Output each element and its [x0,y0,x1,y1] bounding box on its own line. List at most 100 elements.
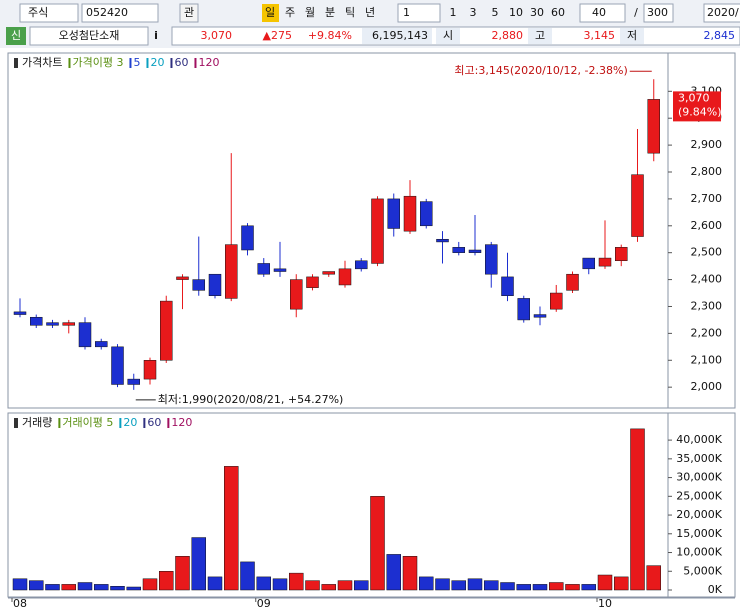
y-tick-label: 2,100 [691,353,723,366]
candle-body [62,322,75,326]
y-tick-label: 2,300 [691,299,723,312]
candle-body [143,360,157,380]
candle-body [127,378,140,385]
period[interactable]: 일 [265,5,275,19]
legend-marker [119,418,122,428]
volume-bar [614,576,629,591]
x-tick-label: 09 [257,597,271,610]
volume-bar [500,582,515,591]
volume-box [362,28,432,44]
period[interactable]: 월 [305,6,315,19]
legend-swatch [14,418,18,428]
high-label-box [528,28,552,44]
y-tick-label: 2,200 [691,326,723,339]
volume-bar [191,537,206,591]
interval[interactable]: 30 [530,6,544,19]
volume-bar [240,561,255,591]
volume-bar [159,571,174,591]
y-tick-label: 2,600 [691,219,723,232]
volume-bar [646,565,661,591]
candle-body [160,300,173,361]
candle-body [647,99,660,154]
legend-marker [143,418,146,428]
date-input[interactable] [703,3,740,23]
interval-select-value: 1 [403,6,410,19]
volume-bar [532,584,548,591]
y-tick-label: 10,000K [676,546,722,559]
volume-bar [451,580,466,591]
high-annotation: 최고:3,145(2020/10/12, -2.38%) [454,64,627,77]
y-tick-label: 2,400 [691,273,723,286]
volume-bar [94,584,109,591]
legend-marker [170,58,173,68]
count: 40 [592,6,606,19]
candle-body [257,263,270,275]
y-tick-label: 2,000 [691,380,723,393]
low-annotation: 최저:1,990(2020/08/21, +54.27%) [158,393,344,406]
period-active[interactable] [262,4,279,22]
volume-bar [549,582,564,591]
candle-body [273,268,287,272]
candle-body [436,238,449,243]
candle-body [208,273,222,296]
candle-body [46,322,59,326]
interval[interactable]: 10 [509,6,523,19]
candle-body [192,279,205,291]
candle-body [533,314,547,318]
x-tick-label: 10 [598,597,612,610]
y-tick-label: 2,900 [691,138,723,151]
candle-body [322,271,335,275]
volume-bar [354,580,369,591]
legend-title: 거래량 [22,416,52,429]
open: 2,880 [492,29,524,42]
interval-select[interactable] [397,3,441,23]
info-button[interactable]: i [154,29,158,42]
volume-bar [61,584,76,591]
volume-bar [402,556,418,591]
max-input[interactable] [643,3,674,23]
candle-body [371,198,384,264]
legend-marker [194,58,197,68]
legend-marker [167,418,170,428]
low-label-box [620,28,644,44]
interval[interactable]: 1 [450,6,457,19]
volume-bar [386,554,401,591]
name: 오성첨단소재 [59,29,120,42]
candle-body [501,276,514,296]
open-label-box [436,28,460,44]
market: 주식 [28,6,48,19]
candle-body [615,247,628,262]
period[interactable]: 년 [365,6,375,19]
button[interactable] [179,3,199,23]
legend-marker [68,58,71,68]
code-input[interactable] [81,3,159,23]
candle-body [13,311,27,315]
interval[interactable]: 3 [470,6,477,19]
name-box[interactable] [29,26,149,46]
count-input[interactable] [579,3,626,23]
volume-bar [419,576,434,591]
candle-body [290,279,303,310]
y-tick-label: 2,800 [691,165,723,178]
interval[interactable]: 5 [492,6,499,19]
period[interactable]: 분 [325,6,335,19]
volume-bar [29,580,44,591]
y-tick-label: 5,000K [683,564,722,577]
candle-body [387,198,400,229]
volume-bar [110,586,125,591]
market-select[interactable] [19,3,79,23]
period[interactable]: 주 [285,6,295,19]
volume-bar [175,556,190,591]
legend-entry: 가격이평 3 [72,56,123,69]
period[interactable]: 틱 [345,6,355,19]
candle-body [95,341,108,348]
low-label: 저 [627,29,637,42]
rate: +9.84% [308,29,352,42]
interval[interactable]: 60 [551,6,565,19]
separator: / [634,6,638,19]
volume-bar [484,580,499,591]
legend-entry: 120 [198,56,219,69]
volume-bar [289,572,304,591]
candle-body [241,225,254,251]
high-label: 고 [535,29,545,42]
